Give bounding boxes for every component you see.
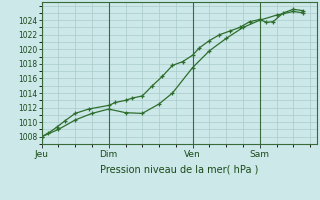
X-axis label: Pression niveau de la mer( hPa ): Pression niveau de la mer( hPa ) (100, 164, 258, 174)
